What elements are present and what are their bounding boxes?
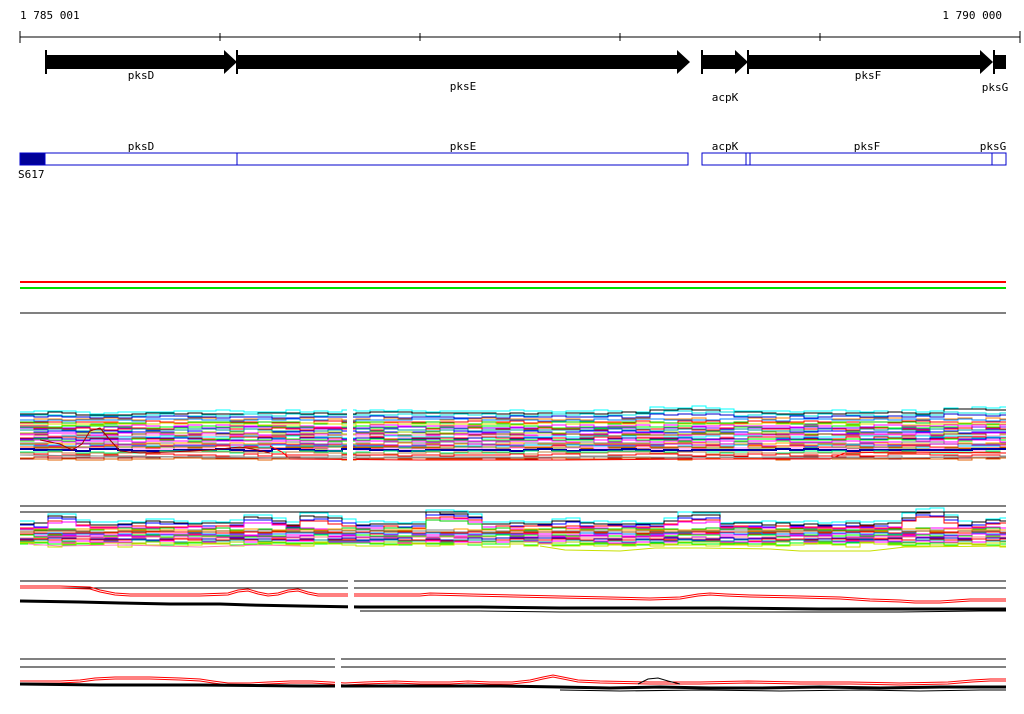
plot-red-black-upper <box>19 578 1006 613</box>
ruler-end-label: 1 790 000 <box>942 9 1002 22</box>
plot-stray-line <box>39 427 271 454</box>
gene-arrowhead <box>224 50 237 74</box>
gene-arrow-pksE[interactable]: pksE <box>236 50 690 93</box>
plot-line <box>20 518 1006 530</box>
plot-stray-line <box>19 682 1006 690</box>
plot-flat-lines <box>20 281 1006 314</box>
plot-stray-line <box>20 676 1006 686</box>
plot-line <box>20 433 1006 437</box>
ruler-start-label: 1 785 001 <box>20 9 80 22</box>
plot-stray-line <box>20 674 1006 684</box>
gene-arrowhead <box>980 50 993 74</box>
plot-line <box>20 426 1006 430</box>
plot-line <box>20 511 1006 526</box>
gene-arrow-pksD[interactable]: pksD <box>45 50 237 82</box>
plot-line <box>20 405 1006 415</box>
plot-line <box>20 413 1006 419</box>
plot-line <box>20 534 1006 538</box>
gene-arrowhead <box>677 50 690 74</box>
plot-line <box>20 453 1006 457</box>
plot-gap <box>347 404 353 466</box>
plot-line <box>20 422 1006 426</box>
plot-gap <box>335 655 341 695</box>
plot-line <box>20 408 1006 416</box>
subject-box-outline <box>19 152 689 166</box>
plot-line <box>20 439 1006 443</box>
gene-body <box>237 55 677 69</box>
plot-band-bumpy <box>20 505 1007 552</box>
subject-gene-label-pksF: pksF <box>854 140 881 153</box>
plot-line <box>20 418 1006 422</box>
gene-label-acpK: acpK <box>712 91 739 104</box>
subject-gene-label-pksD: pksD <box>128 140 155 153</box>
gene-arrow-acpK[interactable]: acpK <box>701 50 748 104</box>
subject-gene-label-acpK: acpK <box>712 140 739 153</box>
plot-line <box>20 507 1006 524</box>
plot-stray-line <box>19 454 1007 459</box>
plot-line <box>20 410 1006 418</box>
plot-line <box>20 542 1006 548</box>
plot-line <box>20 428 1006 432</box>
plot-line <box>20 446 1006 450</box>
subject-box-filled-segment <box>19 152 46 166</box>
plot-line <box>20 530 1006 534</box>
plot-multi-dense <box>19 404 1007 466</box>
gene-body <box>46 55 224 69</box>
plot-line <box>20 435 1006 439</box>
gene-body <box>702 55 735 69</box>
plot-stray-line <box>20 585 1006 602</box>
plot-red-black-lower <box>19 655 1006 695</box>
subject-name-label: S617 <box>18 168 45 181</box>
gene-label-pksF: pksF <box>855 69 882 82</box>
plot-stray-line <box>539 545 1007 552</box>
subject-gene-label-pksG: pksG <box>980 140 1007 153</box>
plot-stray-line <box>20 587 1006 604</box>
gene-label-pksD: pksD <box>128 69 155 82</box>
subject-box[interactable] <box>19 152 689 166</box>
gene-arrow-pksF[interactable]: pksF <box>747 50 993 82</box>
subject-box-outline <box>701 152 1007 166</box>
gene-arrowhead <box>735 50 748 74</box>
gene-body <box>748 55 980 69</box>
gene-label-pksE: pksE <box>450 80 477 93</box>
plot-line <box>20 457 1006 461</box>
gene-arrow-pksG[interactable]: pksG <box>982 50 1009 94</box>
plot-stray-line <box>637 677 681 685</box>
plot-stray-line <box>360 610 1006 613</box>
gene-label-pksG: pksG <box>982 81 1009 94</box>
subject-box[interactable] <box>701 152 1007 166</box>
plot-line <box>20 535 1006 539</box>
plot-stray-line <box>27 543 301 548</box>
plot-stray-line <box>559 689 1006 692</box>
plot-gap <box>348 578 354 613</box>
gene-body <box>994 55 1006 69</box>
plot-stray-line <box>19 599 1006 611</box>
plot-stray-line <box>269 445 1007 461</box>
subject-gene-label-pksE: pksE <box>450 140 477 153</box>
plot-line <box>20 537 1006 541</box>
